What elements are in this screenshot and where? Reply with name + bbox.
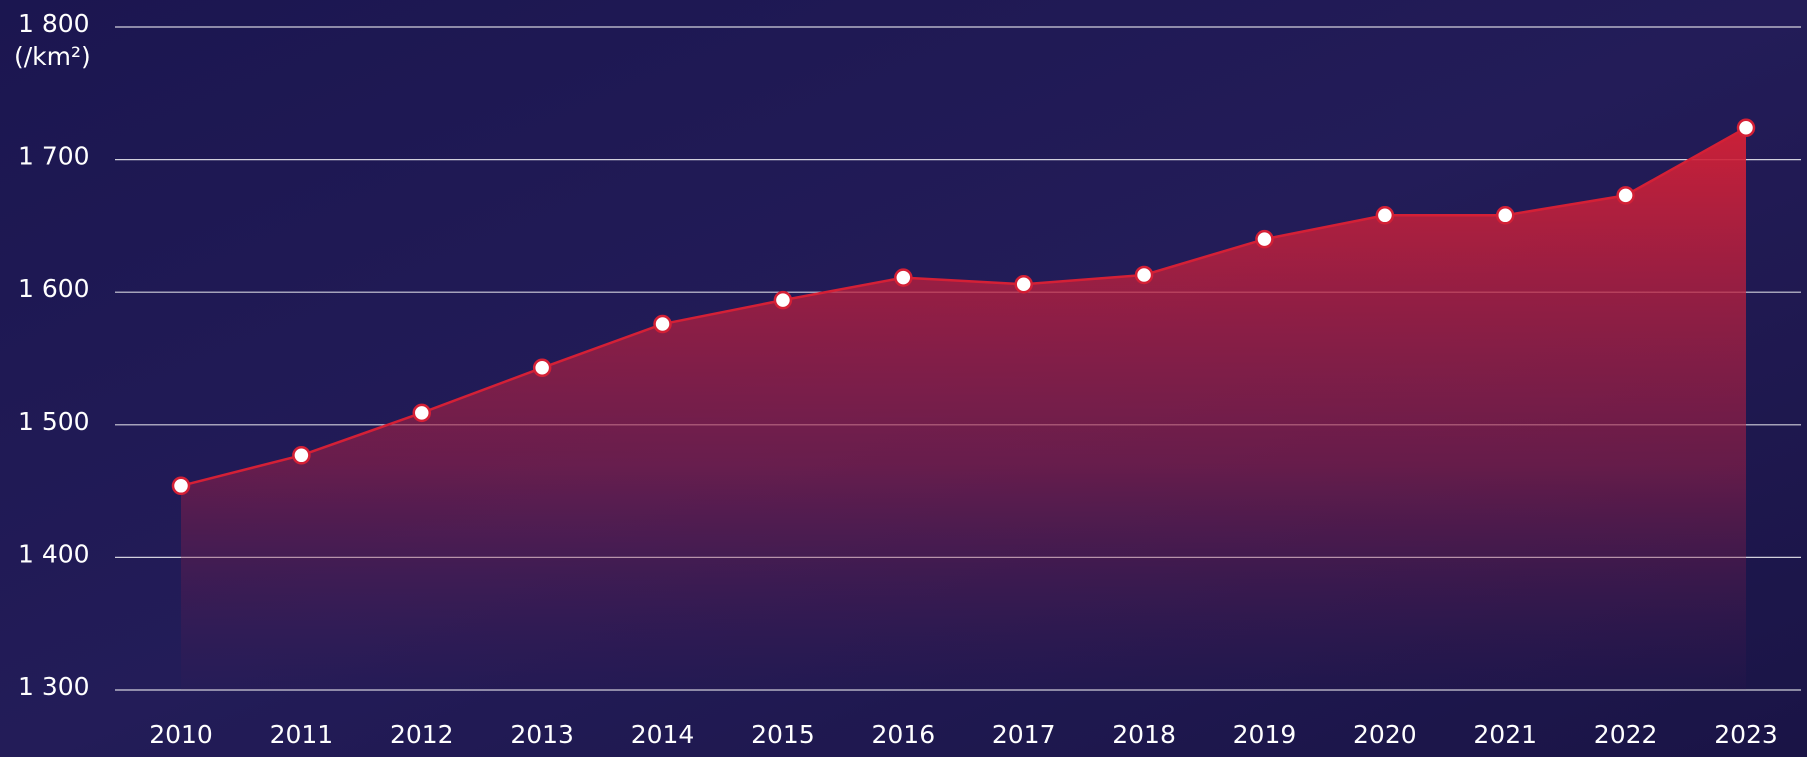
- y-tick-label: 1 400: [18, 539, 90, 568]
- x-tick-label: 2011: [270, 720, 334, 749]
- y-tick-label: 1 700: [18, 142, 90, 171]
- x-tick-label: 2015: [751, 720, 815, 749]
- page: {"chart_data": {"type": "area", "y_unit_…: [0, 0, 1807, 757]
- x-tick-label: 2017: [992, 720, 1056, 749]
- x-tick-label: 2021: [1473, 720, 1537, 749]
- x-tick-label: 2013: [510, 720, 574, 749]
- x-tick-label: 2012: [390, 720, 454, 749]
- y-tick-label: 1 300: [18, 672, 90, 701]
- x-tick-label: 2014: [631, 720, 695, 749]
- point: [1256, 231, 1272, 247]
- point: [655, 316, 671, 332]
- x-tick-label: 2020: [1353, 720, 1417, 749]
- point: [1136, 267, 1152, 283]
- point: [1016, 276, 1032, 292]
- point: [1618, 187, 1634, 203]
- point: [1738, 120, 1754, 136]
- x-tick-label: 2019: [1233, 720, 1297, 749]
- y-unit-label: (/km²): [14, 42, 91, 71]
- x-tick-label: 2016: [871, 720, 935, 749]
- y-tick-label: 1 800: [18, 9, 90, 38]
- point: [534, 360, 550, 376]
- x-tick-label: 2010: [149, 720, 213, 749]
- y-tick-label: 1 500: [18, 407, 90, 436]
- point: [1377, 207, 1393, 223]
- point: [293, 447, 309, 463]
- point: [775, 292, 791, 308]
- point: [1497, 207, 1513, 223]
- chart: (/km²) 1 300 1 400 1 500 1 600 1 700 1 800 201…: [0, 0, 1807, 757]
- x-tick-label: 2018: [1112, 720, 1176, 749]
- x-tick-label: 2022: [1594, 720, 1658, 749]
- y-tick-label: 1 600: [18, 274, 90, 303]
- point: [895, 270, 911, 286]
- x-tick-label: 2023: [1714, 720, 1778, 749]
- point: [414, 405, 430, 421]
- point: [173, 478, 189, 494]
